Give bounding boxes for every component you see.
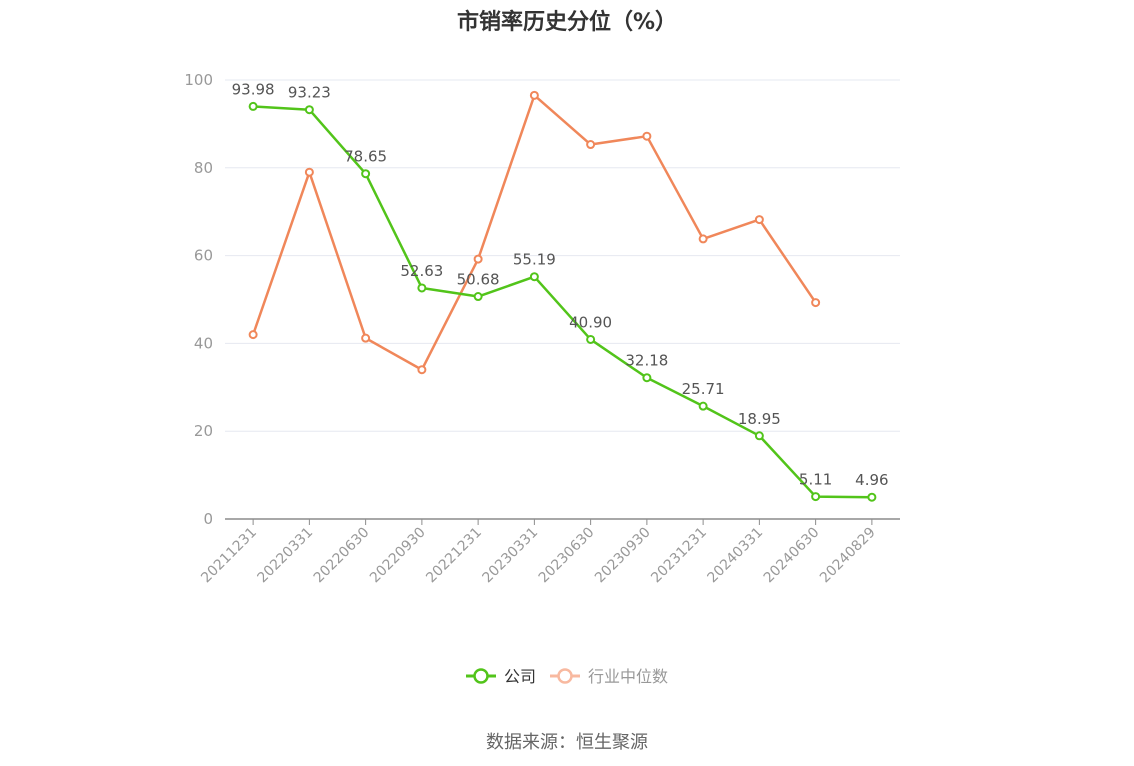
legend-marker bbox=[473, 668, 489, 684]
data-point bbox=[642, 373, 652, 383]
legend-label: 公司 bbox=[504, 667, 536, 686]
data-point bbox=[473, 292, 483, 302]
data-label: 25.71 bbox=[682, 380, 725, 398]
data-point bbox=[473, 254, 483, 264]
x-tick-label: 20240331 bbox=[704, 525, 766, 587]
y-tick-label: 100 bbox=[184, 71, 213, 89]
data-point bbox=[754, 215, 764, 225]
data-point bbox=[361, 169, 371, 179]
data-point bbox=[304, 167, 314, 177]
y-tick-label: 20 bbox=[194, 422, 213, 440]
data-point bbox=[811, 298, 821, 308]
series-line bbox=[251, 94, 817, 371]
x-tick-label: 20240829 bbox=[817, 525, 879, 587]
y-tick-label: 60 bbox=[194, 247, 213, 265]
data-label: 52.63 bbox=[400, 262, 443, 280]
data-point bbox=[417, 365, 427, 375]
x-tick-label: 20220930 bbox=[367, 525, 429, 587]
data-label: 4.96 bbox=[855, 471, 888, 489]
x-tick-label: 20230331 bbox=[479, 525, 541, 587]
series-line bbox=[253, 105, 872, 499]
x-tick-label: 20230630 bbox=[536, 525, 598, 587]
data-label: 93.98 bbox=[232, 80, 275, 98]
data-point bbox=[529, 272, 539, 282]
data-point bbox=[304, 105, 314, 115]
data-point bbox=[586, 140, 596, 150]
y-tick-label: 0 bbox=[203, 510, 213, 528]
data-point bbox=[698, 401, 708, 411]
data-point bbox=[811, 492, 821, 502]
data-point bbox=[417, 283, 427, 293]
data-label: 32.18 bbox=[625, 352, 668, 370]
x-tick-label: 20211231 bbox=[198, 525, 260, 587]
x-tick-label: 20231231 bbox=[648, 525, 710, 587]
data-point bbox=[361, 333, 371, 343]
y-tick-label: 80 bbox=[194, 159, 213, 177]
data-point bbox=[642, 131, 652, 141]
data-label: 50.68 bbox=[457, 271, 500, 289]
data-label: 78.65 bbox=[344, 148, 387, 166]
data-label: 18.95 bbox=[738, 410, 781, 428]
data-label: 5.11 bbox=[799, 471, 832, 489]
data-point bbox=[248, 330, 258, 340]
data-point bbox=[248, 101, 258, 111]
x-tick-label: 20240630 bbox=[761, 525, 823, 587]
data-point bbox=[586, 334, 596, 344]
data-label: 55.19 bbox=[513, 251, 556, 269]
data-label: 40.90 bbox=[569, 313, 612, 331]
chart-title: 市销率历史分位（%） bbox=[456, 10, 678, 35]
data-label: 93.23 bbox=[288, 84, 331, 102]
data-point bbox=[529, 90, 539, 100]
x-tick-label: 20221231 bbox=[423, 525, 485, 587]
x-tick-label: 20230930 bbox=[592, 525, 654, 587]
legend-label: 行业中位数 bbox=[588, 667, 668, 686]
data-point bbox=[754, 431, 764, 441]
data-point bbox=[867, 492, 877, 502]
legend-marker bbox=[557, 668, 573, 684]
x-tick-label: 20220331 bbox=[254, 525, 316, 587]
data-source-note: 数据来源：恒生聚源 bbox=[486, 732, 648, 753]
x-tick-label: 20220630 bbox=[311, 525, 373, 587]
y-tick-label: 40 bbox=[194, 334, 213, 352]
data-point bbox=[698, 234, 708, 244]
